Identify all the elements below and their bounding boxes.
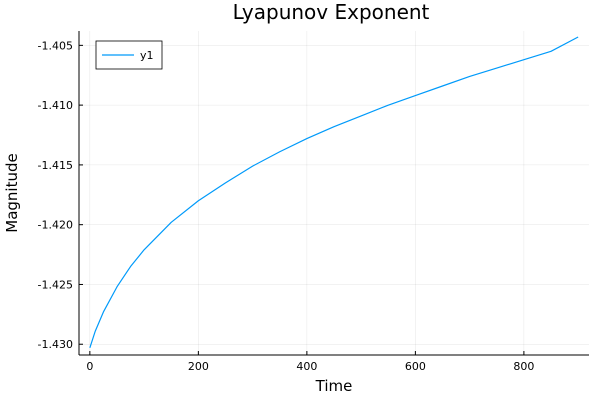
series-layer xyxy=(89,36,579,349)
series-line-y1 xyxy=(89,36,579,349)
y-tick-label: -1.415 xyxy=(38,159,73,172)
chart-title: Lyapunov Exponent xyxy=(233,0,430,24)
x-axis-title: Time xyxy=(315,377,353,395)
y-tick-label: -1.420 xyxy=(38,219,73,232)
y-tick-label: -1.405 xyxy=(38,39,73,52)
x-tick-label: 0 xyxy=(86,360,93,373)
x-tick-label: 200 xyxy=(188,360,209,373)
legend-label-y1: y1 xyxy=(140,49,154,62)
axes xyxy=(78,31,589,356)
ticks: 0 200 400 600 800 -1.430 -1.425 -1.420 -1.415 -1.… xyxy=(38,39,535,373)
x-tick-label: 600 xyxy=(405,360,426,373)
y-tick-label: -1.430 xyxy=(38,338,73,351)
y-tick-label: -1.410 xyxy=(38,99,73,112)
x-tick-label: 800 xyxy=(513,360,534,373)
grid xyxy=(79,31,589,355)
x-tick-label: 400 xyxy=(296,360,317,373)
legend: y1 xyxy=(95,40,163,70)
y-axis-title: Magnitude xyxy=(3,153,21,232)
y-tick-label: -1.425 xyxy=(38,278,73,291)
